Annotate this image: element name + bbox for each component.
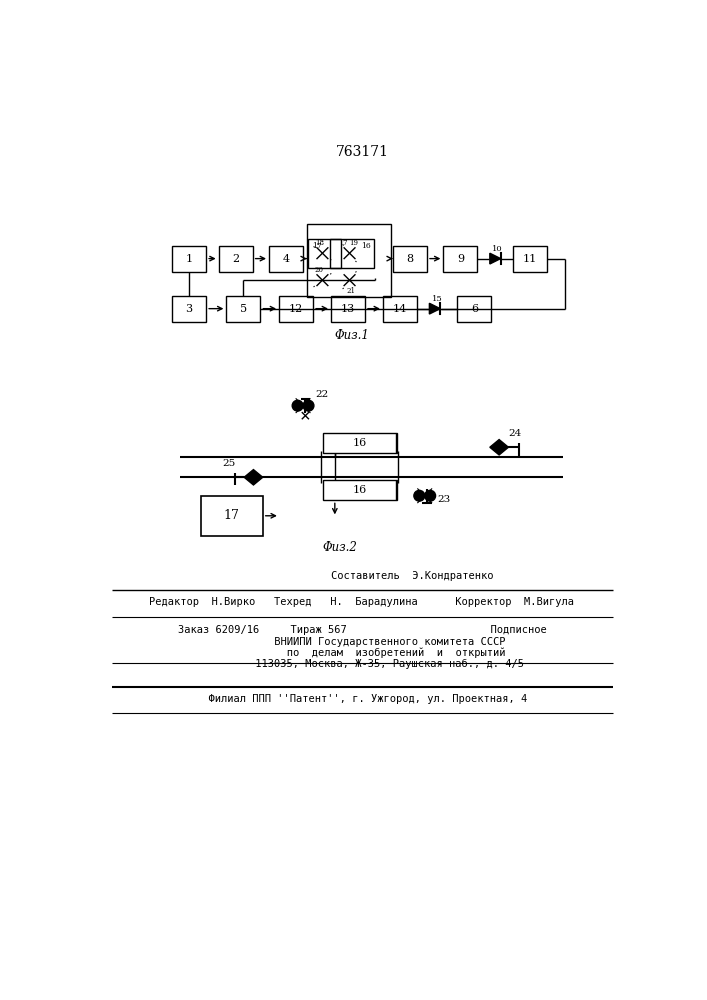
Text: 17: 17 (224, 509, 240, 522)
Text: по  делам  изобретений  и  открытий: по делам изобретений и открытий (218, 648, 506, 658)
Bar (172, 246, 206, 272)
Bar (172, 296, 206, 322)
Text: 24: 24 (508, 429, 521, 438)
Bar (383, 296, 417, 322)
Text: 4: 4 (282, 254, 290, 264)
Text: 7: 7 (343, 239, 347, 247)
Polygon shape (490, 253, 501, 264)
Text: Составитель  Э.Кондратенко: Составитель Э.Кондратенко (230, 571, 493, 581)
Polygon shape (429, 303, 440, 314)
Bar (513, 246, 547, 272)
Bar (393, 246, 427, 272)
Bar (330, 239, 373, 268)
Text: Редактор  Н.Вирко   Техред   Н.  Барадулина      Корректор  М.Вигула: Редактор Н.Вирко Техред Н. Барадулина Ко… (149, 597, 575, 607)
Text: 1: 1 (185, 254, 193, 264)
Text: 22: 22 (316, 390, 329, 399)
Bar (226, 296, 260, 322)
Bar (323, 480, 397, 500)
Text: 6: 6 (471, 304, 478, 314)
Circle shape (414, 490, 425, 501)
Text: 16: 16 (353, 485, 367, 495)
Bar (308, 239, 341, 268)
Polygon shape (244, 470, 263, 485)
Text: 763171: 763171 (335, 145, 388, 159)
Bar (279, 296, 313, 322)
Text: ВНИИПИ Государственного комитета СССР: ВНИИПИ Государственного комитета СССР (218, 637, 506, 647)
Text: 113035, Москва, Ж-35, Раушская наб., д. 4/5: 113035, Москва, Ж-35, Раушская наб., д. … (199, 659, 525, 669)
Text: 9: 9 (457, 254, 464, 264)
Text: 18: 18 (315, 239, 325, 247)
Text: 21: 21 (346, 287, 356, 295)
Bar (307, 224, 391, 297)
Bar (218, 246, 252, 272)
Circle shape (292, 400, 303, 411)
Bar (323, 433, 397, 453)
Circle shape (303, 400, 314, 411)
Text: 3: 3 (185, 304, 193, 314)
Text: 8: 8 (407, 254, 414, 264)
Circle shape (425, 490, 436, 501)
Text: 25: 25 (222, 459, 235, 468)
Text: 17: 17 (312, 242, 322, 250)
Text: 23: 23 (438, 495, 451, 504)
Text: 19: 19 (349, 239, 358, 247)
Bar (443, 246, 477, 272)
Text: Φuз.1: Φuз.1 (334, 329, 369, 342)
Text: 12: 12 (289, 304, 303, 314)
Bar (269, 246, 303, 272)
Bar (201, 496, 263, 536)
Bar (331, 296, 365, 322)
Bar (457, 296, 491, 322)
Text: 16: 16 (361, 242, 371, 250)
Polygon shape (490, 440, 508, 455)
Text: 14: 14 (393, 304, 407, 314)
Text: 5: 5 (240, 304, 247, 314)
Text: 11: 11 (523, 254, 537, 264)
Text: Заказ 6209/16     Тираж 567                       Подписное: Заказ 6209/16 Тираж 567 Подписное (177, 625, 547, 635)
Text: Филиал ППП ''Патент'', г. Ужгород, ул. Проектная, 4: Филиал ППП ''Патент'', г. Ужгород, ул. П… (197, 694, 527, 704)
Text: 2: 2 (232, 254, 239, 264)
Text: 20: 20 (315, 266, 324, 274)
Text: 15: 15 (432, 295, 443, 303)
Text: Φuз.2: Φuз.2 (323, 541, 358, 554)
Text: 13: 13 (341, 304, 355, 314)
Text: 16: 16 (353, 438, 367, 448)
Text: 10: 10 (492, 245, 503, 253)
